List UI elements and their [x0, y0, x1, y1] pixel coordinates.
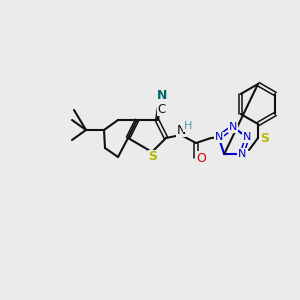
- Text: H: H: [184, 121, 192, 131]
- Text: N: N: [157, 89, 167, 102]
- Text: N: N: [214, 132, 223, 142]
- Text: N: N: [238, 149, 246, 159]
- Text: N: N: [243, 132, 251, 142]
- Text: S: S: [260, 131, 269, 145]
- Text: C: C: [158, 103, 166, 116]
- Text: S: S: [148, 151, 158, 164]
- Text: N: N: [229, 122, 237, 132]
- Text: N: N: [176, 124, 186, 136]
- Text: O: O: [196, 152, 206, 164]
